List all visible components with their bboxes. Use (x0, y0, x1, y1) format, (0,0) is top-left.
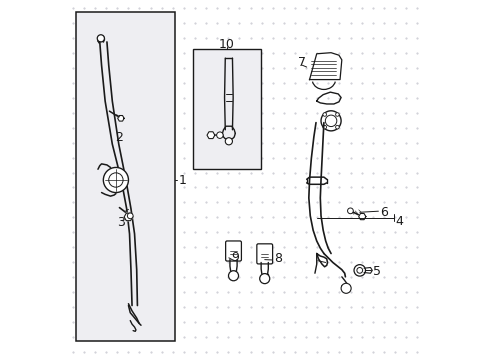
Text: 2: 2 (115, 131, 122, 144)
Polygon shape (124, 213, 133, 221)
Circle shape (260, 274, 270, 284)
Text: 4: 4 (395, 215, 403, 228)
Circle shape (336, 113, 339, 116)
Polygon shape (359, 213, 366, 220)
Text: 6: 6 (381, 206, 389, 219)
Circle shape (325, 115, 337, 127)
FancyBboxPatch shape (257, 244, 272, 264)
Circle shape (323, 125, 326, 129)
Circle shape (357, 267, 363, 273)
Circle shape (217, 132, 223, 138)
Circle shape (347, 208, 353, 214)
Bar (76, 12, 175, 341)
Polygon shape (118, 116, 124, 121)
Circle shape (354, 265, 366, 276)
Circle shape (109, 173, 123, 187)
Circle shape (97, 35, 104, 42)
FancyBboxPatch shape (225, 241, 242, 261)
Circle shape (225, 138, 232, 145)
Circle shape (341, 283, 351, 293)
Circle shape (127, 213, 133, 219)
Text: 3: 3 (117, 216, 125, 229)
Bar (193, 49, 261, 169)
Circle shape (321, 111, 341, 131)
Circle shape (103, 167, 128, 193)
Polygon shape (207, 132, 215, 139)
Circle shape (336, 125, 339, 129)
Polygon shape (310, 53, 342, 80)
Text: 5: 5 (373, 265, 381, 278)
Text: 1: 1 (179, 174, 187, 186)
Circle shape (228, 271, 239, 281)
Circle shape (323, 113, 326, 116)
Text: 7: 7 (298, 56, 306, 69)
Text: 8: 8 (274, 252, 282, 265)
Text: 10: 10 (219, 38, 235, 51)
Text: 9: 9 (231, 251, 239, 264)
